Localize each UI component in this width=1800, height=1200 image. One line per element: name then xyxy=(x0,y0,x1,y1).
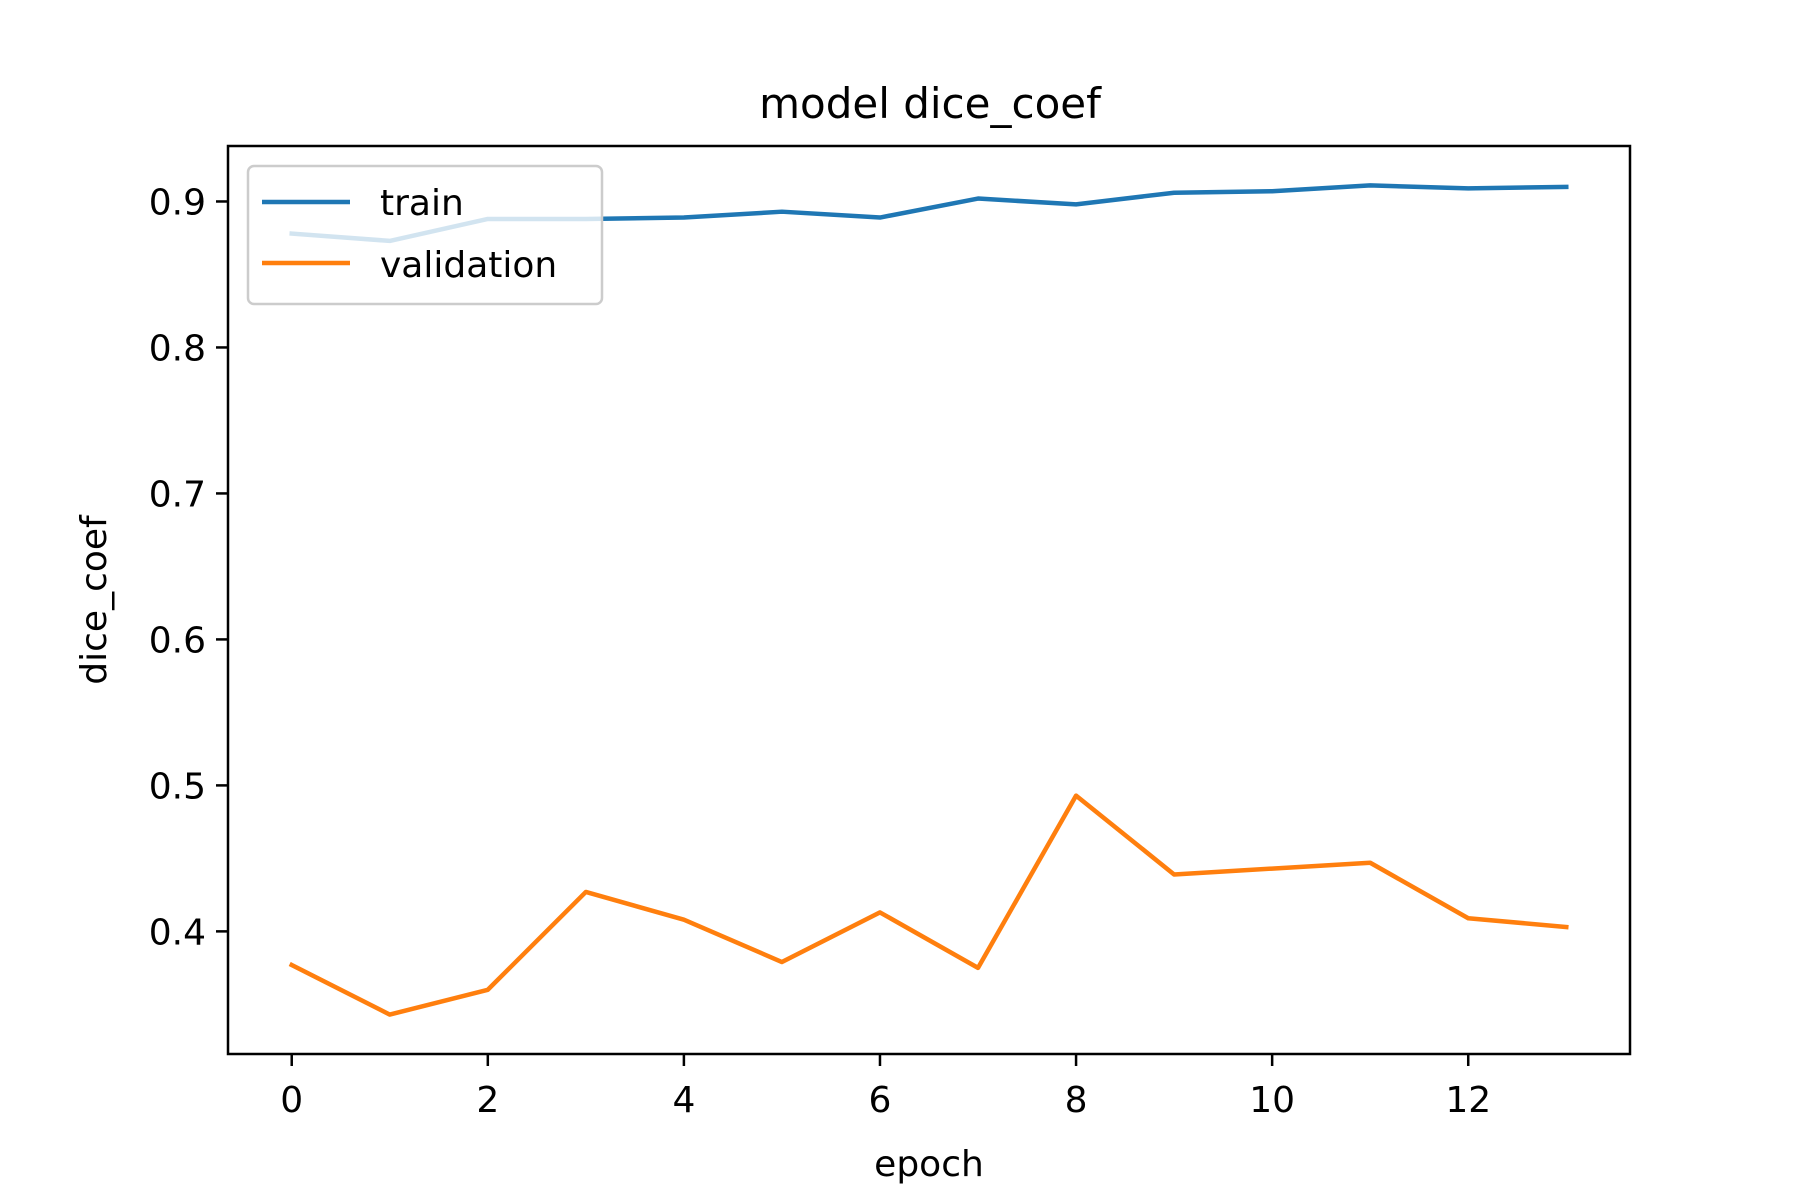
y-tick-label: 0.7 xyxy=(149,474,206,515)
legend: train validation xyxy=(246,164,604,306)
y-tick-label: 0.6 xyxy=(149,620,206,661)
y-tick-label: 0.4 xyxy=(149,912,206,953)
x-tick-label: 6 xyxy=(869,1080,892,1121)
x-tick-label: 12 xyxy=(1445,1080,1491,1121)
y-tick-label: 0.5 xyxy=(149,766,206,807)
x-axis-ticks: 0 2 4 6 8 10 12 xyxy=(280,1054,1491,1121)
x-tick-label: 8 xyxy=(1065,1080,1088,1121)
y-axis-ticks: 0.4 0.5 0.6 0.7 0.8 0.9 xyxy=(149,182,228,953)
x-axis-label: epoch xyxy=(874,1144,984,1185)
y-tick-label: 0.8 xyxy=(149,328,206,369)
legend-label-train: train xyxy=(380,183,464,224)
x-tick-label: 0 xyxy=(280,1080,303,1121)
series-line-validation xyxy=(288,793,1569,1017)
plot-frame xyxy=(226,144,1632,1056)
legend-label-validation: validation xyxy=(380,245,557,286)
x-tick-label: 10 xyxy=(1249,1080,1295,1121)
x-tick-label: 2 xyxy=(476,1080,499,1121)
y-axis-label: dice_coef xyxy=(74,514,115,685)
y-tick-label: 0.9 xyxy=(149,182,206,223)
x-tick-label: 4 xyxy=(672,1080,695,1121)
chart-title: model dice_coef xyxy=(759,79,1102,128)
